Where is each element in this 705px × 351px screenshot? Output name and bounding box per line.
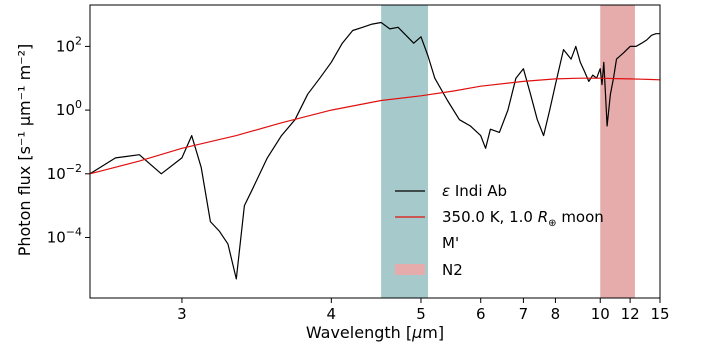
y-tick-label-3: 10−4 [47, 225, 82, 246]
x-axis-label: Wavelength [μm] [306, 323, 444, 342]
x-tick-label-8: 15 [650, 305, 669, 323]
x-axis-ticks: 3 4 5 6 7 8 10 12 15 [177, 298, 670, 323]
legend-label-epsilon-indi: ε Indi Ab [442, 182, 507, 200]
y-tick-label-2: 10−2 [47, 162, 82, 183]
y-axis-ticks: 102 100 10−2 10−4 [47, 34, 90, 246]
series-line-0 [89, 21, 660, 280]
x-tick-label-2: 5 [416, 305, 426, 323]
legend-label-n2-band: N2 [442, 261, 463, 279]
x-tick-label-3: 6 [476, 305, 486, 323]
y-tick-label-0: 102 [56, 34, 82, 55]
x-tick-label-7: 12 [621, 305, 640, 323]
plot-frame [89, 4, 661, 299]
x-tick-label-1: 4 [327, 305, 337, 323]
legend: ε Indi Ab 350.0 K, 1.0 R⊕ moon M' N2 [395, 182, 604, 279]
series-lines [89, 21, 661, 280]
band-1 [600, 5, 635, 298]
band-0 [381, 5, 428, 298]
shaded-bands [381, 5, 635, 298]
y-axis-label: Photon flux [s⁻¹ μm⁻¹ m⁻²] [15, 44, 34, 257]
x-tick-label-5: 8 [551, 305, 561, 323]
legend-swatch-n2-band [395, 264, 425, 275]
x-tick-label-6: 10 [591, 305, 610, 323]
legend-swatch-m-band [395, 237, 425, 248]
y-tick-label-1: 100 [56, 98, 82, 119]
legend-label-m-band: M' [442, 234, 459, 252]
legend-label-moon: 350.0 K, 1.0 R⊕ moon [442, 208, 604, 229]
x-tick-label-4: 7 [519, 305, 529, 323]
x-tick-label-0: 3 [177, 305, 187, 323]
series-line-1 [89, 77, 661, 175]
